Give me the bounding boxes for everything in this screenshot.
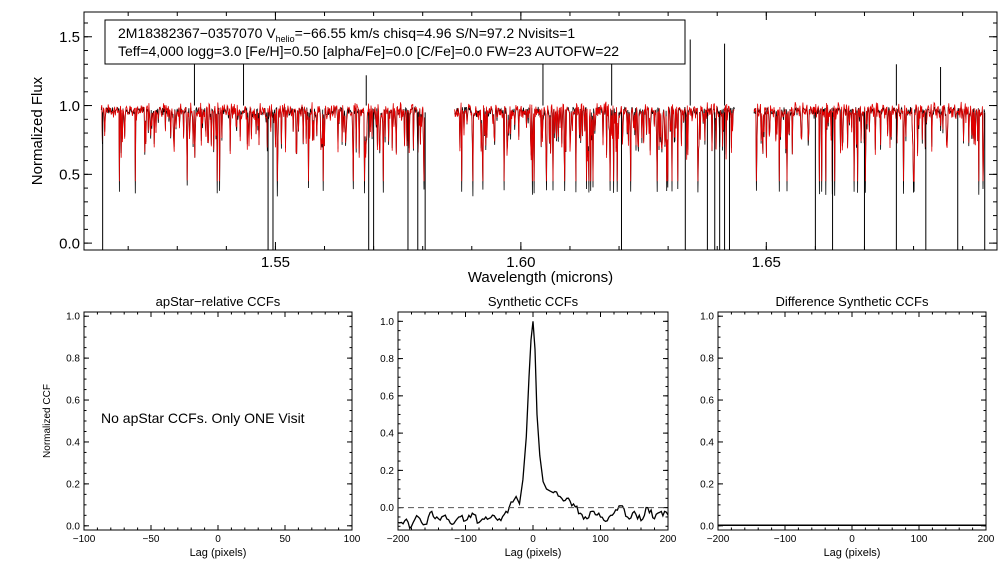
apstar-ytick-label: 0.8 [66, 354, 80, 365]
annotation-subscript: helio [276, 34, 295, 44]
spectrum-ytick-label: 0.0 [59, 235, 80, 252]
apstar-ylabel: Normalized CCF [42, 384, 53, 458]
spectrum-ylabel: Normalized Flux [29, 76, 46, 185]
synthetic-xtick-label: 200 [660, 534, 677, 545]
annotation-line-2: Teff=4,000 logg=3.0 [Fe/H]=0.50 [alpha/F… [118, 43, 619, 59]
spectrum-panel: 1.55 1.60 1.65 0.0 0.5 1.0 1.5 Wavelength (micr… [29, 11, 998, 286]
synthetic-xtick-label: −100 [454, 534, 477, 545]
apstar-ccf-panel: −100 −50 0 50 100 0.0 0.2 0.4 0.6 0.8 1.0 Lag (pixe… [42, 294, 361, 559]
synthetic-xtick-label: 100 [592, 534, 609, 545]
apstar-message: No apStar CCFs. Only ONE Visit [101, 410, 305, 426]
apstar-xtick-label: −100 [73, 534, 96, 545]
synthetic-ccf-curve [397, 321, 669, 530]
synthetic-frame [397, 311, 669, 531]
difference-xlabel: Lag (pixels) [824, 547, 881, 559]
difference-xtick-label: −200 [707, 534, 730, 545]
difference-ytick-label: 0.0 [700, 521, 714, 532]
synthetic-ytick-label: 1.0 [380, 317, 394, 328]
apstar-ytick-label: 1.0 [66, 312, 80, 323]
apstar-title: apStar−relative CCFs [156, 294, 281, 309]
spectrum-xlabel: Wavelength (microns) [468, 269, 613, 286]
difference-xtick-label: −100 [774, 534, 797, 545]
synthetic-ccf-panel: −200 −100 0 100 200 0.0 0.2 0.4 0.6 0.8 1.0 Lag (pi… [380, 294, 677, 559]
apstar-ytick-label: 0.6 [66, 396, 80, 407]
synthetic-ytick-label: 0.6 [380, 391, 394, 402]
spectrum-xtick-label: 1.60 [506, 254, 535, 271]
synthetic-spectrum-chip-3 [753, 101, 986, 182]
annotation-line-1: 2M18382367−0357070 Vhelio=−66.55 km/s ch… [118, 25, 575, 44]
apstar-xlabel: Lag (pixels) [190, 547, 247, 559]
difference-ccf-panel: −200 −100 0 100 200 0.0 0.2 0.4 0.6 0.8 1.0 Lag (pi… [700, 294, 995, 559]
synthetic-ytick-label: 0.2 [380, 466, 394, 477]
difference-ytick-label: 0.2 [700, 479, 714, 490]
difference-ytick-label: 1.0 [700, 312, 714, 323]
apstar-ytick-label: 0.0 [66, 521, 80, 532]
apstar-xtick-label: 50 [279, 534, 291, 545]
difference-xtick-label: 200 [978, 534, 995, 545]
apstar-xtick-label: 0 [215, 534, 221, 545]
difference-ytick-label: 0.4 [700, 437, 714, 448]
apstar-ytick-label: 0.4 [66, 437, 80, 448]
spectrum-ytick-label: 1.5 [59, 29, 80, 46]
difference-frame [717, 311, 987, 531]
difference-ytick-label: 0.8 [700, 354, 714, 365]
apstar-xtick-label: 100 [344, 534, 361, 545]
difference-title: Difference Synthetic CCFs [776, 294, 929, 309]
spectrum-xtick-label: 1.55 [261, 254, 290, 271]
synthetic-spectrum-chip-2 [454, 101, 735, 182]
synthetic-xtick-label: −200 [387, 534, 410, 545]
spectrum-frame [83, 11, 998, 251]
difference-xtick-label: 100 [911, 534, 928, 545]
annotation-params: =−66.55 km/s chisq=4.96 S/N=97.2 Nvisits… [295, 25, 576, 41]
difference-xtick-label: 0 [849, 534, 855, 545]
annotation-box [104, 19, 686, 65]
synthetic-xlabel: Lag (pixels) [505, 547, 562, 559]
apstar-ytick-label: 0.2 [66, 479, 80, 490]
spectrum-ytick-label: 1.0 [59, 98, 80, 115]
synthetic-xtick-label: 0 [530, 534, 536, 545]
synthetic-title: Synthetic CCFs [488, 294, 579, 309]
synthetic-ytick-label: 0.0 [380, 503, 394, 514]
annotation-star-id: 2M18382367−0357070 V [118, 25, 276, 41]
synthetic-ytick-label: 0.8 [380, 354, 394, 365]
synthetic-spectrum-chip-1 [100, 102, 426, 182]
difference-ytick-label: 0.6 [700, 396, 714, 407]
spectrum-xtick-label: 1.65 [752, 254, 781, 271]
spectrum-traces [100, 39, 986, 250]
spectrum-ytick-label: 0.5 [59, 167, 80, 184]
apstar-xtick-label: −50 [143, 534, 160, 545]
synthetic-ytick-label: 0.4 [380, 429, 394, 440]
